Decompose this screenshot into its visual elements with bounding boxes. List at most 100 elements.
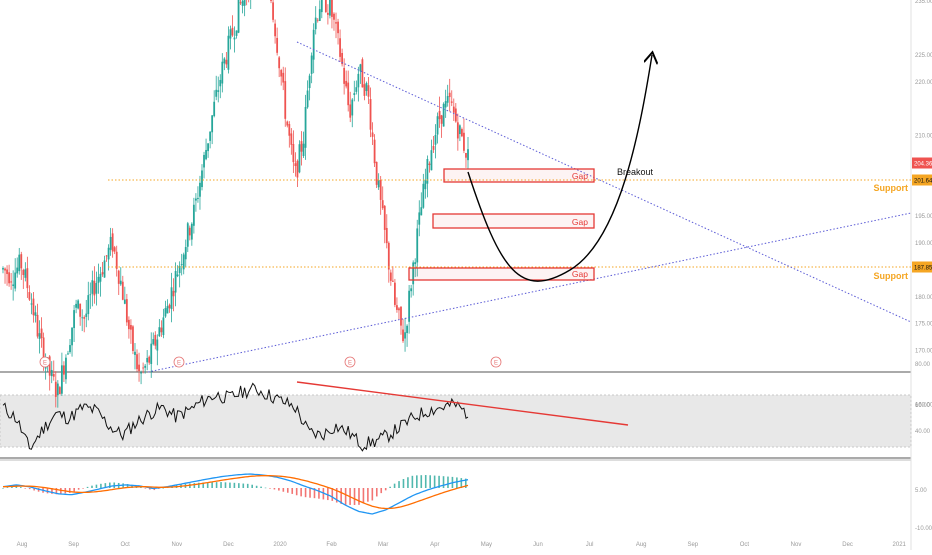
macd-histogram-bar — [197, 482, 200, 488]
macd-histogram-bar — [367, 488, 369, 502]
candle — [355, 80, 358, 95]
candle — [30, 293, 33, 315]
candle — [426, 155, 429, 198]
price-tick-label: 180.00 — [915, 295, 932, 301]
macd-histogram-bar — [358, 488, 360, 505]
candle — [4, 267, 6, 284]
candle — [117, 269, 120, 296]
candle — [79, 303, 82, 326]
macd-histogram-bar — [398, 481, 400, 488]
time-tick-label: Sep — [68, 542, 79, 548]
candle — [103, 255, 106, 278]
macd-histogram-bar — [149, 488, 151, 490]
candle — [353, 80, 356, 102]
candle — [248, 0, 250, 3]
candle — [162, 308, 165, 339]
macd-histogram-bar — [447, 476, 449, 488]
candle — [272, 0, 274, 23]
candle — [371, 122, 374, 146]
macd-histogram-bar — [393, 483, 396, 488]
candle — [166, 299, 169, 314]
macd-histogram-bar — [229, 482, 231, 488]
price-tick-label: 190.00 — [915, 241, 932, 247]
candle — [81, 309, 84, 332]
macd-histogram-bar — [335, 488, 338, 503]
candle — [375, 161, 378, 189]
candle — [300, 131, 303, 166]
earnings-marker[interactable]: E — [173, 356, 185, 368]
candle — [69, 338, 71, 354]
macd-histogram-bar — [108, 482, 111, 488]
svg-text:E: E — [348, 361, 352, 367]
macd-histogram-bar — [433, 475, 436, 488]
candle — [243, 0, 246, 17]
macd-histogram-bar — [322, 488, 325, 500]
candle — [339, 29, 341, 63]
candles — [2, 0, 469, 408]
time-tick-label: Nov — [791, 542, 802, 548]
candle — [24, 262, 27, 282]
candle — [34, 305, 37, 323]
macd-histogram-bar — [238, 483, 240, 488]
candle — [178, 261, 181, 288]
candle — [176, 265, 179, 278]
time-tick-label: 2021 — [893, 542, 907, 548]
macd-histogram-bar — [91, 485, 93, 488]
candle — [32, 292, 35, 323]
ascending-trendline — [147, 212, 912, 373]
gap-box — [432, 213, 595, 229]
candle — [241, 0, 244, 14]
candle — [168, 303, 171, 313]
candle — [412, 260, 415, 296]
candle — [278, 55, 281, 78]
time-tick-label: Oct — [740, 542, 750, 548]
candle — [320, 0, 323, 19]
candle — [10, 272, 13, 290]
macd-histogram-bar — [202, 482, 205, 488]
candle — [438, 96, 441, 128]
candle — [284, 67, 287, 127]
candle — [130, 319, 132, 344]
candle — [95, 271, 98, 306]
support-label: Support — [874, 271, 909, 281]
earnings-marker[interactable]: E — [39, 356, 51, 368]
candle — [127, 316, 130, 339]
macd-histogram-bar — [255, 485, 258, 488]
candle — [430, 139, 433, 171]
macd-histogram-bar — [416, 475, 418, 488]
time-tick-label: Aug — [17, 542, 28, 548]
candle — [377, 173, 380, 190]
candle — [201, 164, 203, 191]
candle — [67, 350, 69, 355]
candle — [446, 84, 449, 107]
candle — [105, 255, 108, 262]
macd-histogram-bar — [46, 488, 49, 494]
candle — [381, 186, 384, 210]
macd-histogram-bar — [206, 482, 209, 488]
macd-histogram-bar — [100, 483, 102, 488]
candle — [450, 90, 453, 107]
candle — [359, 63, 362, 84]
candle — [205, 138, 207, 161]
candle — [461, 127, 463, 138]
earnings-marker[interactable]: E — [344, 356, 356, 368]
macd-histogram-bar — [460, 478, 463, 488]
candle — [312, 23, 315, 74]
candle — [150, 332, 153, 378]
candle — [282, 66, 285, 91]
gap-label: Gap — [572, 171, 588, 181]
earnings-marker[interactable]: E — [490, 356, 502, 368]
macd-tick-label: 5.00 — [915, 488, 927, 494]
rsi-divergence-line — [296, 381, 629, 426]
candle — [60, 352, 63, 396]
time-tick-label: Apr — [430, 542, 439, 548]
candle — [454, 103, 457, 123]
candle — [113, 245, 116, 255]
candle — [410, 284, 413, 298]
candle — [424, 168, 427, 199]
candle — [58, 385, 61, 395]
candle — [217, 76, 220, 103]
candle — [324, 0, 327, 14]
